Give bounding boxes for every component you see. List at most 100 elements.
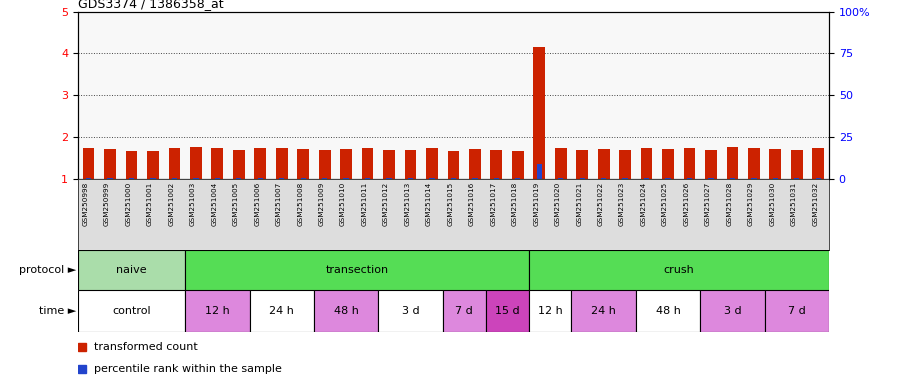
Bar bbox=[430, 178, 434, 179]
Bar bbox=[772, 178, 778, 179]
Text: GSM251027: GSM251027 bbox=[705, 182, 711, 226]
Bar bbox=[580, 178, 584, 179]
Text: transformed count: transformed count bbox=[94, 342, 198, 352]
Text: GSM251031: GSM251031 bbox=[791, 182, 797, 226]
Bar bbox=[512, 151, 524, 179]
Bar bbox=[236, 178, 242, 179]
Bar bbox=[794, 178, 800, 179]
Text: GSM251017: GSM251017 bbox=[490, 182, 496, 226]
Bar bbox=[485, 290, 529, 332]
Bar bbox=[276, 149, 288, 179]
Bar bbox=[662, 149, 674, 179]
Text: GSM251015: GSM251015 bbox=[447, 182, 453, 226]
Bar bbox=[383, 150, 395, 179]
Text: GSM250999: GSM250999 bbox=[104, 182, 110, 226]
Bar bbox=[490, 150, 502, 179]
Text: GSM251002: GSM251002 bbox=[169, 182, 174, 226]
Text: protocol ►: protocol ► bbox=[19, 265, 76, 275]
Text: 3 d: 3 d bbox=[402, 306, 420, 316]
Bar bbox=[82, 149, 94, 179]
Bar bbox=[426, 149, 438, 179]
Bar bbox=[726, 147, 738, 179]
Bar bbox=[214, 178, 220, 179]
Text: GSM251029: GSM251029 bbox=[747, 182, 754, 226]
Text: crush: crush bbox=[663, 265, 694, 275]
Text: GSM251008: GSM251008 bbox=[297, 182, 303, 226]
Bar bbox=[472, 178, 477, 179]
Bar bbox=[107, 178, 113, 179]
Text: GSM251023: GSM251023 bbox=[619, 182, 625, 226]
Bar bbox=[193, 178, 199, 179]
Bar bbox=[300, 178, 306, 179]
Bar bbox=[365, 178, 370, 179]
Bar bbox=[469, 149, 481, 179]
Text: GSM251032: GSM251032 bbox=[812, 182, 818, 226]
Bar bbox=[298, 149, 309, 179]
Bar bbox=[529, 250, 829, 290]
Bar bbox=[533, 47, 545, 179]
Bar bbox=[104, 149, 116, 179]
Bar bbox=[558, 178, 563, 179]
Bar bbox=[255, 149, 267, 179]
Bar bbox=[791, 150, 802, 179]
Bar bbox=[748, 149, 759, 179]
Bar bbox=[619, 150, 631, 179]
Text: GSM250998: GSM250998 bbox=[82, 182, 89, 226]
Text: GSM251010: GSM251010 bbox=[340, 182, 346, 226]
Text: 7 d: 7 d bbox=[455, 306, 473, 316]
Text: GSM251014: GSM251014 bbox=[426, 182, 432, 226]
Text: 24 h: 24 h bbox=[269, 306, 294, 316]
Bar bbox=[172, 178, 177, 179]
Text: GSM251021: GSM251021 bbox=[576, 182, 583, 226]
Text: GSM251026: GSM251026 bbox=[683, 182, 690, 226]
Text: 15 d: 15 d bbox=[495, 306, 519, 316]
Bar bbox=[233, 150, 245, 179]
Bar bbox=[257, 178, 263, 179]
Bar bbox=[598, 149, 609, 179]
Text: 12 h: 12 h bbox=[538, 306, 562, 316]
Bar bbox=[537, 164, 542, 179]
Bar bbox=[185, 290, 249, 332]
Text: control: control bbox=[112, 306, 151, 316]
Text: 7 d: 7 d bbox=[788, 306, 806, 316]
Bar bbox=[279, 178, 284, 179]
Text: GSM251007: GSM251007 bbox=[276, 182, 282, 226]
Bar bbox=[751, 178, 757, 179]
Bar bbox=[815, 178, 821, 179]
Bar bbox=[129, 178, 134, 179]
Text: GSM251006: GSM251006 bbox=[255, 182, 260, 226]
Text: GSM251022: GSM251022 bbox=[597, 182, 604, 226]
Bar bbox=[622, 178, 627, 179]
Text: GDS3374 / 1386358_at: GDS3374 / 1386358_at bbox=[78, 0, 224, 10]
Text: 3 d: 3 d bbox=[724, 306, 741, 316]
Bar bbox=[515, 178, 520, 179]
Bar bbox=[812, 149, 824, 179]
Bar bbox=[185, 250, 529, 290]
Text: percentile rank within the sample: percentile rank within the sample bbox=[94, 364, 282, 374]
Bar bbox=[78, 250, 185, 290]
Bar bbox=[319, 150, 331, 179]
Bar bbox=[687, 178, 692, 179]
Bar bbox=[362, 149, 374, 179]
Text: GSM251020: GSM251020 bbox=[555, 182, 561, 226]
Bar bbox=[494, 178, 499, 179]
Bar bbox=[86, 178, 92, 179]
Text: transection: transection bbox=[325, 265, 388, 275]
Bar bbox=[636, 290, 700, 332]
Text: GSM251018: GSM251018 bbox=[512, 182, 518, 226]
Text: 48 h: 48 h bbox=[656, 306, 681, 316]
Text: 48 h: 48 h bbox=[333, 306, 358, 316]
Bar bbox=[344, 178, 349, 179]
Bar bbox=[125, 151, 137, 179]
Bar bbox=[405, 150, 417, 179]
Bar bbox=[387, 178, 392, 179]
Bar bbox=[448, 151, 459, 179]
Bar bbox=[249, 290, 314, 332]
Text: GSM251004: GSM251004 bbox=[212, 182, 217, 226]
Bar bbox=[322, 178, 327, 179]
Bar bbox=[601, 178, 606, 179]
Text: GSM251025: GSM251025 bbox=[662, 182, 668, 226]
Text: GSM251024: GSM251024 bbox=[640, 182, 647, 226]
Bar bbox=[708, 178, 714, 179]
Bar bbox=[665, 178, 671, 179]
